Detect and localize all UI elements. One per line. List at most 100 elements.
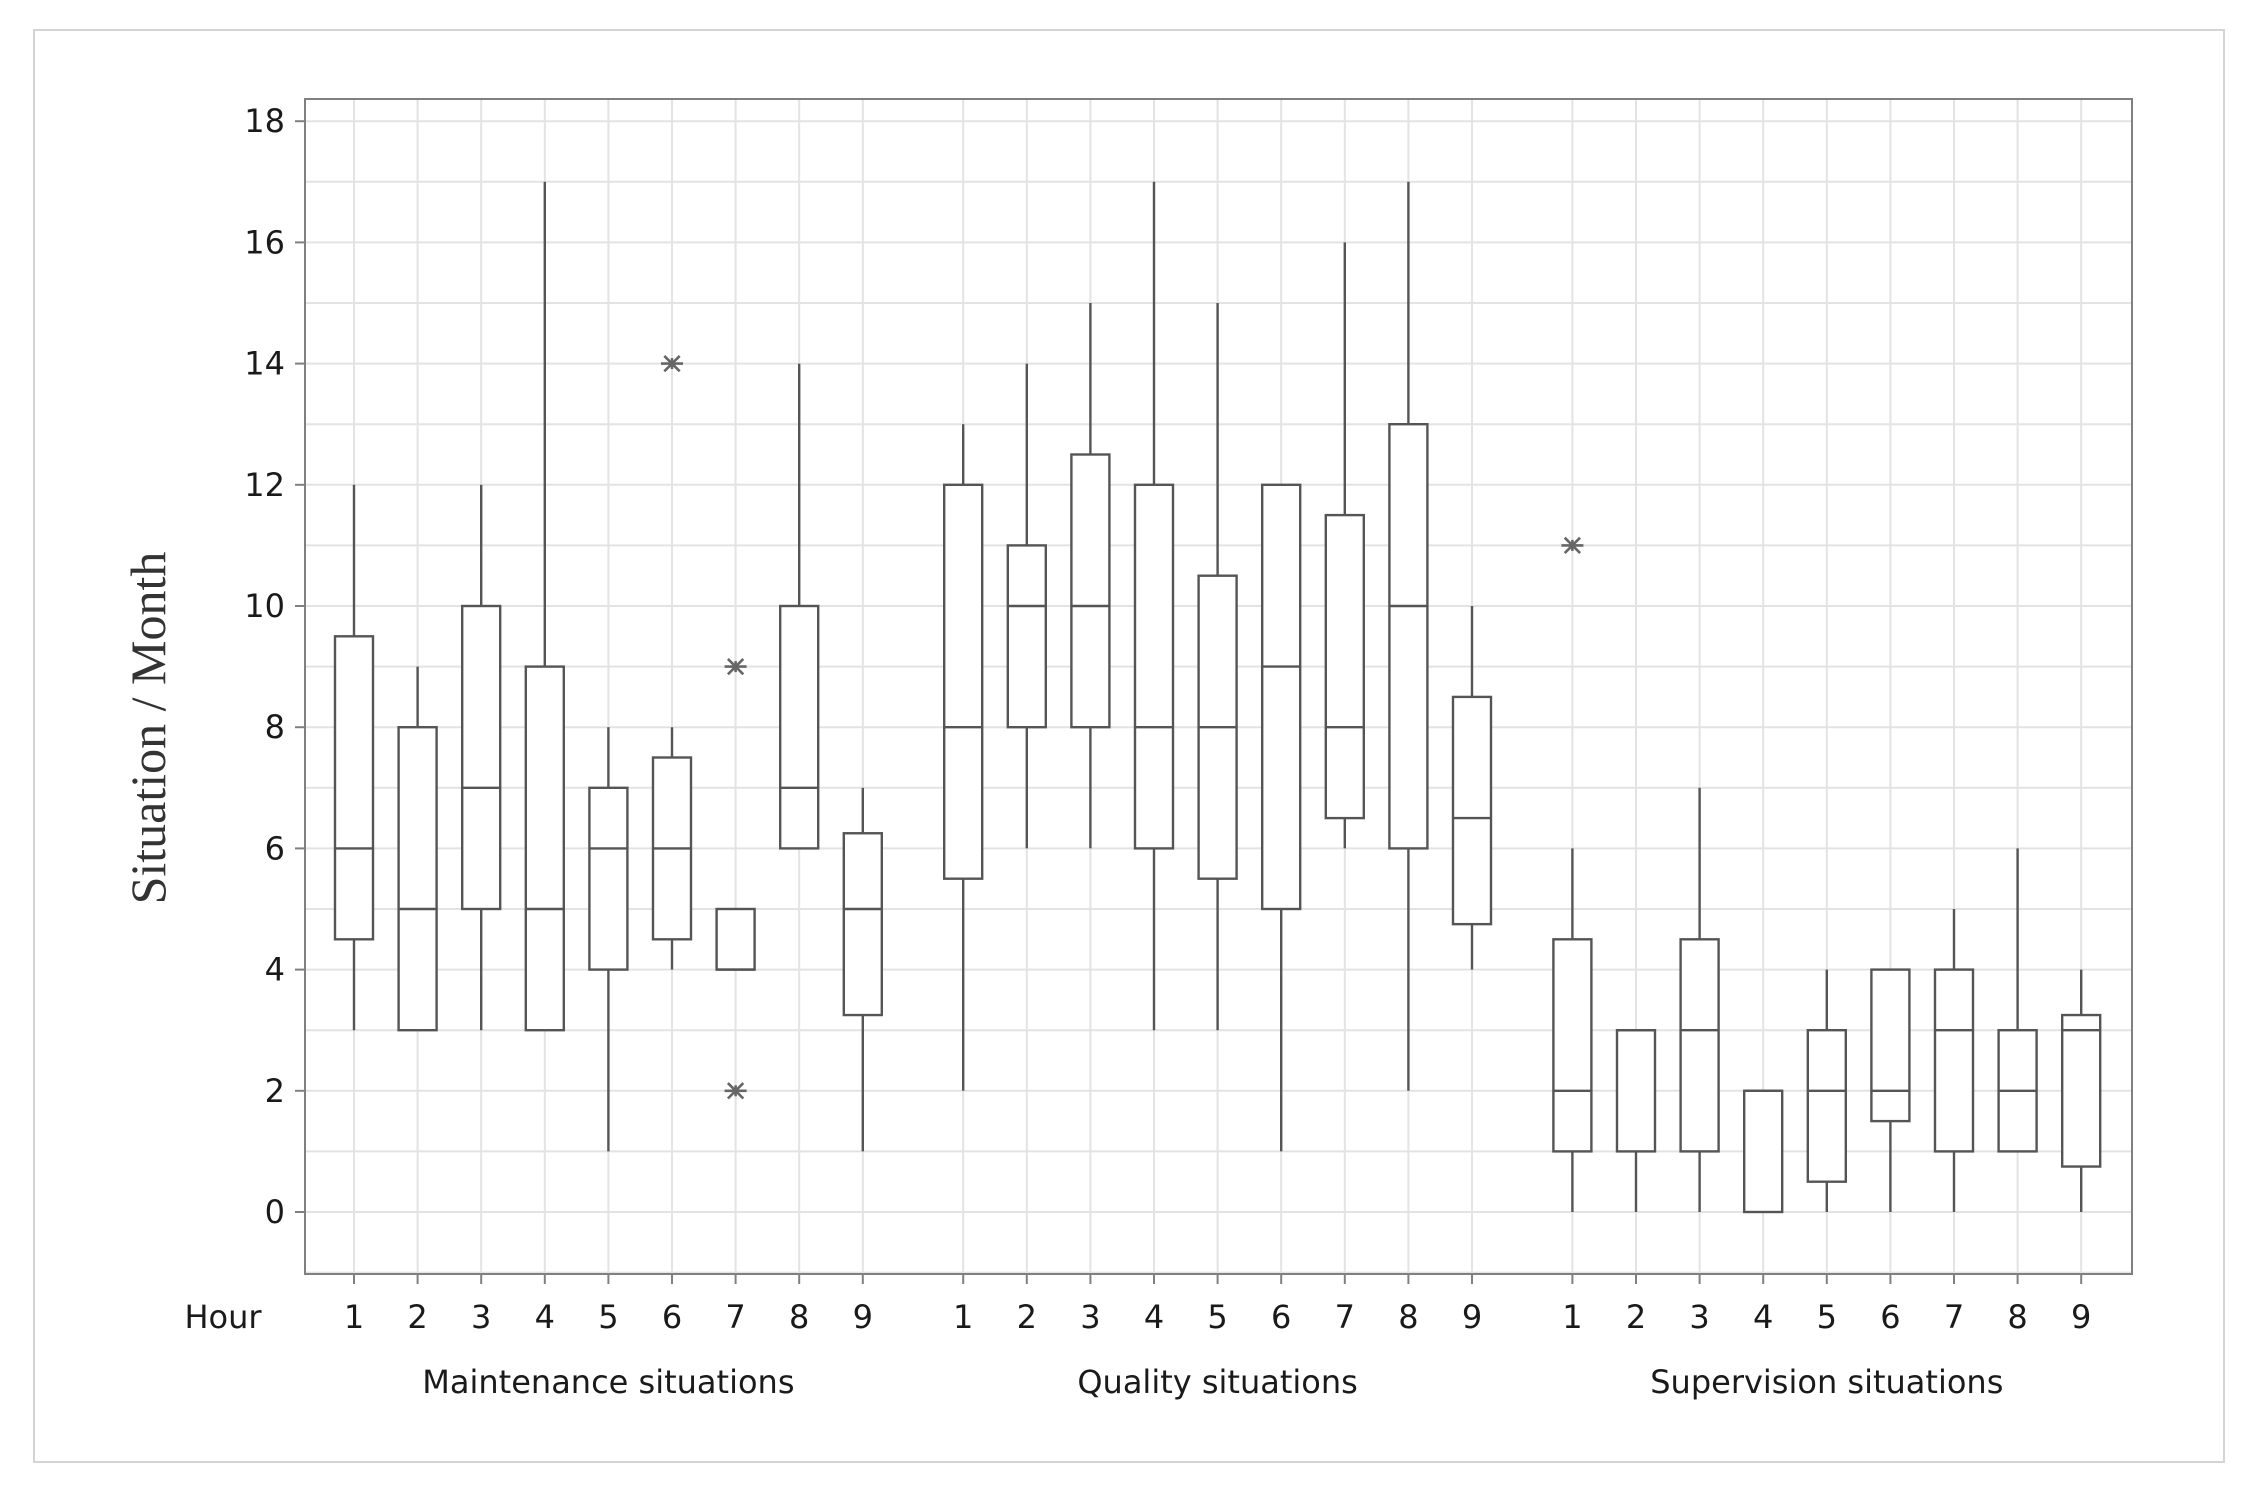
box-plot bbox=[397, 666, 438, 1032]
x-tick-label: 3 bbox=[471, 1298, 491, 1336]
outlier-marker bbox=[661, 354, 683, 373]
x-tick-label: 1 bbox=[344, 1298, 364, 1336]
box-plot bbox=[1933, 909, 1975, 1212]
y-tick-label: 10 bbox=[244, 587, 285, 625]
box-group bbox=[943, 181, 1493, 1152]
box-plot bbox=[779, 363, 820, 850]
box-plot bbox=[333, 484, 375, 1031]
box-plot bbox=[842, 787, 883, 1152]
box-plot bbox=[1324, 242, 1366, 849]
x-tick-label: 6 bbox=[1271, 1298, 1291, 1336]
box-body bbox=[1742, 1089, 1784, 1214]
box-body bbox=[2060, 1013, 2102, 1168]
x-tick-label: 2 bbox=[407, 1298, 427, 1336]
x-tick-label: 7 bbox=[1335, 1298, 1355, 1336]
x-tick-label: 8 bbox=[1398, 1298, 1418, 1336]
x-tick-label: 2 bbox=[1626, 1298, 1646, 1336]
x-tick-label: 7 bbox=[1944, 1298, 1964, 1336]
box-group bbox=[333, 181, 883, 1152]
x-tick-label: 3 bbox=[1080, 1298, 1100, 1336]
box-plot bbox=[1070, 303, 1111, 849]
box-body bbox=[1260, 483, 1302, 911]
box-body bbox=[842, 832, 883, 1017]
box-plot bbox=[715, 657, 756, 1100]
x-tick-label: 5 bbox=[1817, 1298, 1837, 1336]
box-body bbox=[588, 786, 629, 971]
box-plot bbox=[1451, 606, 1493, 970]
box-plot bbox=[1997, 848, 2038, 1153]
x-tick-label: 4 bbox=[535, 1298, 555, 1336]
x-tick-label: 6 bbox=[662, 1298, 682, 1336]
box-plot bbox=[1133, 181, 1175, 1031]
box-body bbox=[779, 604, 820, 850]
box-plot bbox=[1552, 536, 1593, 1212]
outlier-marker bbox=[724, 657, 747, 676]
box-plot bbox=[1260, 483, 1302, 1152]
box-body bbox=[333, 635, 375, 941]
outlier-marker bbox=[724, 1082, 747, 1100]
box-body bbox=[1806, 1028, 1848, 1183]
y-tick-label: 6 bbox=[265, 829, 285, 867]
x-tick-label: 8 bbox=[2007, 1298, 2027, 1336]
x-tick-label: 2 bbox=[1017, 1298, 1037, 1336]
box-body bbox=[715, 907, 756, 971]
x-tick-label: 1 bbox=[1562, 1298, 1582, 1336]
x-tick-label: 3 bbox=[1689, 1298, 1709, 1336]
y-axis-label: Situation / Month bbox=[120, 552, 176, 905]
y-tick-label: 2 bbox=[265, 1072, 285, 1110]
box-plot bbox=[651, 354, 693, 970]
box-body bbox=[1933, 968, 1975, 1153]
box-plot bbox=[1388, 181, 1429, 1091]
y-tick-label: 14 bbox=[244, 345, 285, 383]
x-tick-label: 5 bbox=[598, 1298, 618, 1336]
x-tick-label: 5 bbox=[1207, 1298, 1227, 1336]
box-group bbox=[1552, 536, 2102, 1214]
box-plot bbox=[1006, 363, 1047, 849]
box-plot bbox=[2060, 969, 2102, 1212]
box-body bbox=[1324, 513, 1366, 820]
box-body bbox=[524, 665, 565, 1032]
box-body bbox=[397, 726, 438, 1032]
y-axis: 0 2 4 6 8 10 12 14 16 18 bbox=[244, 102, 305, 1231]
x-tick-label: 9 bbox=[853, 1298, 873, 1336]
x-tick-label: 9 bbox=[2071, 1298, 2091, 1336]
box-plot bbox=[1615, 1028, 1657, 1212]
box-body bbox=[1133, 483, 1175, 850]
x-axis: 1 2 3 4 5 6 7 8 9 Maintenance situations 1 2 3 4 5 6 7 8 9… bbox=[344, 1274, 2091, 1401]
box-body bbox=[1552, 938, 1593, 1153]
box-body bbox=[1388, 423, 1429, 850]
box-body bbox=[1451, 695, 1493, 926]
x-tick-label: 4 bbox=[1144, 1298, 1164, 1336]
x-tick-label: 8 bbox=[789, 1298, 809, 1336]
box-body bbox=[1679, 938, 1720, 1153]
y-tick-label: 8 bbox=[265, 708, 285, 746]
outlier-marker bbox=[1561, 536, 1584, 555]
x-tick-label: 1 bbox=[953, 1298, 973, 1336]
x-tick-label: 4 bbox=[1753, 1298, 1773, 1336]
box-plot bbox=[1742, 1089, 1784, 1214]
y-tick-label: 4 bbox=[265, 951, 285, 989]
x-tick-label: 7 bbox=[725, 1298, 745, 1336]
y-tick-label: 16 bbox=[244, 223, 285, 261]
box-body bbox=[461, 604, 502, 911]
x-tick-label: 9 bbox=[1462, 1298, 1482, 1336]
box-plot bbox=[1870, 968, 1911, 1212]
group-label: Quality situations bbox=[1077, 1363, 1357, 1401]
box-plot bbox=[1679, 787, 1720, 1212]
box-plot bbox=[524, 181, 565, 1032]
box-plot bbox=[1806, 969, 1848, 1212]
box-body bbox=[1615, 1028, 1657, 1153]
x-axis-prefix-label: Hour bbox=[184, 1298, 262, 1336]
y-tick-label: 12 bbox=[244, 466, 285, 504]
group-label: Maintenance situations bbox=[422, 1363, 794, 1401]
box-body bbox=[1006, 544, 1047, 729]
boxes bbox=[333, 181, 2102, 1214]
box-plot bbox=[461, 484, 502, 1031]
box-plot bbox=[943, 424, 984, 1091]
y-tick-label: 18 bbox=[244, 102, 285, 140]
box-body bbox=[943, 483, 984, 880]
box-plot bbox=[1197, 303, 1238, 1031]
y-tick-label: 0 bbox=[265, 1193, 285, 1231]
box-body bbox=[1870, 968, 1911, 1123]
